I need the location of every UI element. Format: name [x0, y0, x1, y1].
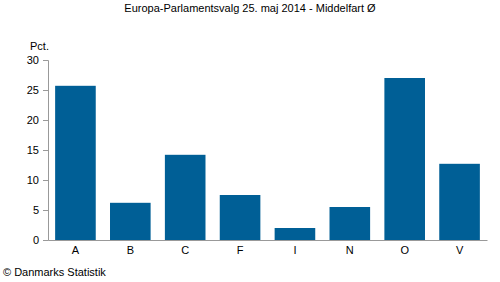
- y-tick: 0: [33, 234, 48, 246]
- y-axis: 0 5 10 15 20 25 30: [27, 54, 49, 246]
- x-tick: C: [181, 240, 189, 256]
- bar: [275, 228, 316, 240]
- y-tick-label: 5: [33, 204, 39, 216]
- y-axis-title: Pct.: [30, 40, 49, 52]
- x-tick-label: I: [293, 244, 296, 256]
- y-tick-label: 0: [33, 234, 39, 246]
- y-tick-mark: [43, 120, 48, 121]
- y-tick-mark: [43, 180, 48, 181]
- y-tick-mark: [43, 210, 48, 211]
- bars: [55, 78, 480, 240]
- plot: 0 5 10 15 20 25 30 A B C F I N O V: [27, 54, 488, 256]
- bar: [110, 203, 151, 240]
- x-tick: V: [456, 240, 464, 256]
- y-tick: 5: [33, 204, 48, 216]
- x-tick: B: [127, 240, 134, 256]
- y-tick-mark: [43, 150, 48, 151]
- y-tick-label: 15: [27, 144, 39, 156]
- bar: [165, 155, 206, 240]
- x-tick-label: B: [127, 244, 134, 256]
- x-tick: A: [72, 240, 80, 256]
- y-tick-mark: [43, 90, 48, 91]
- y-tick-label: 25: [27, 84, 39, 96]
- y-tick: 20: [27, 114, 48, 126]
- bar: [55, 86, 96, 240]
- title: Europa-Parlamentsvalg 25. maj 2014 - Mid…: [124, 2, 376, 14]
- x-tick-label: V: [456, 244, 464, 256]
- y-tick: 30: [27, 54, 48, 66]
- bar: [330, 207, 371, 240]
- x-tick: N: [346, 240, 354, 256]
- y-tick-label: 20: [27, 114, 39, 126]
- chart: Europa-Parlamentsvalg 25. maj 2014 - Mid…: [0, 0, 500, 282]
- y-tick-mark: [43, 240, 48, 241]
- x-tick: F: [237, 240, 244, 256]
- source-note: © Danmarks Statistik: [3, 266, 106, 278]
- x-axis: ABCFINOV: [49, 240, 488, 256]
- x-tick-label: C: [181, 244, 189, 256]
- x-tick: O: [400, 240, 409, 256]
- x-tick-label: A: [72, 244, 80, 256]
- y-tick: 10: [27, 174, 48, 186]
- x-tick-label: O: [400, 244, 409, 256]
- y-tick-label: 10: [27, 174, 39, 186]
- x-tick-label: N: [346, 244, 354, 256]
- bar: [220, 195, 261, 240]
- y-tick-label: 30: [27, 54, 39, 66]
- x-tick: I: [293, 240, 296, 256]
- x-axis-line: [49, 240, 488, 241]
- x-tick-label: F: [237, 244, 244, 256]
- y-tick: 15: [27, 144, 48, 156]
- y-tick-mark: [43, 60, 48, 61]
- y-tick: 25: [27, 84, 48, 96]
- bar: [439, 164, 480, 240]
- bar: [384, 78, 425, 240]
- y-axis-line: [43, 61, 49, 241]
